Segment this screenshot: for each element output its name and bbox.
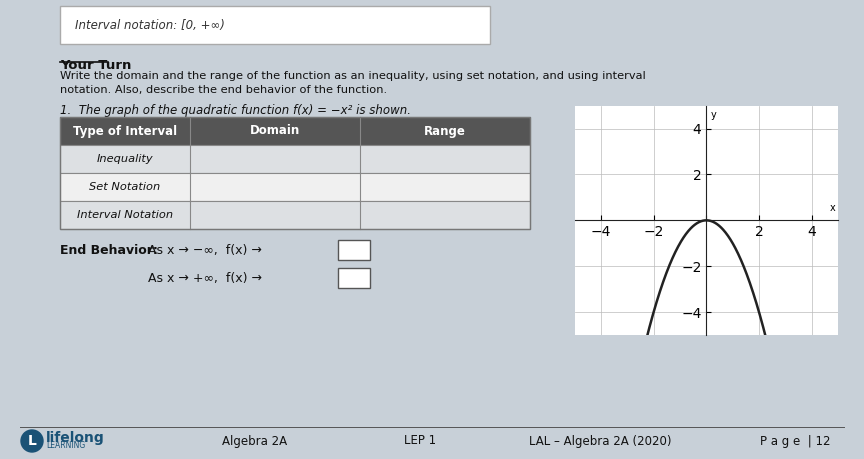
Text: LEARNING: LEARNING [46, 441, 86, 449]
Bar [338, 268, 370, 288]
Text: Your Turn: Your Turn [60, 59, 131, 72]
Bar [60, 173, 530, 201]
Text: Range: Range [424, 124, 466, 138]
Text: LAL – Algebra 2A (2020): LAL – Algebra 2A (2020) [529, 435, 671, 448]
Text: Algebra 2A: Algebra 2A [222, 435, 288, 448]
Circle shape [21, 430, 43, 452]
Text: L: L [28, 434, 36, 448]
Text: P a g e  | 12: P a g e | 12 [759, 435, 830, 448]
Text: Set Notation: Set Notation [89, 182, 161, 192]
Text: As x → −∞,  f(x) →: As x → −∞, f(x) → [148, 244, 262, 257]
Text: End Behavior:: End Behavior: [60, 244, 158, 257]
Text: lifelong: lifelong [46, 431, 105, 445]
Bar [60, 117, 530, 145]
Bar [60, 201, 530, 229]
Bar [60, 6, 490, 44]
Bar [60, 117, 530, 229]
Text: Interval Notation: Interval Notation [77, 210, 173, 220]
Bar [338, 240, 370, 260]
Text: Inequality: Inequality [97, 154, 153, 164]
Text: x: x [829, 203, 835, 213]
Text: y: y [711, 110, 717, 120]
Text: Type of Interval: Type of Interval [73, 124, 177, 138]
Text: Write the domain and the range of the function as an inequality, using set notat: Write the domain and the range of the fu… [60, 71, 645, 95]
Text: As x → +∞,  f(x) →: As x → +∞, f(x) → [148, 272, 262, 285]
Text: Domain: Domain [250, 124, 300, 138]
Bar [60, 145, 530, 173]
Text: 1.  The graph of the quadratic function f(x) = −x² is shown.: 1. The graph of the quadratic function f… [60, 104, 411, 117]
Text: Interval notation: [0, +∞): Interval notation: [0, +∞) [75, 18, 225, 32]
Text: LEP 1: LEP 1 [404, 435, 436, 448]
